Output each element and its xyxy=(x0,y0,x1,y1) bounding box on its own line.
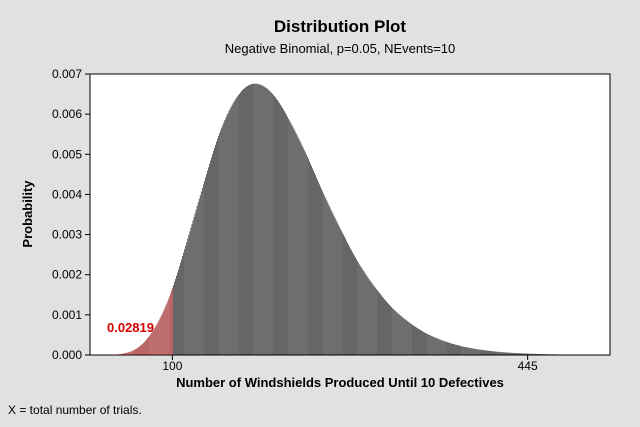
x-tick-label: 445 xyxy=(518,359,538,373)
y-tick-label: 0.000 xyxy=(52,348,82,362)
y-tick-label: 0.003 xyxy=(52,228,82,242)
chart-title: Distribution Plot xyxy=(274,17,407,36)
y-tick-label: 0.007 xyxy=(52,67,82,81)
footnote: X = total number of trials. xyxy=(8,403,142,417)
y-tick-label: 0.006 xyxy=(52,107,82,121)
x-axis-ticks: 100 445 xyxy=(162,355,538,373)
y-tick-label: 0.001 xyxy=(52,308,82,322)
y-tick-label: 0.004 xyxy=(52,187,82,201)
y-tick-label: 0.002 xyxy=(52,268,82,282)
x-axis-label: Number of Windshields Produced Until 10 … xyxy=(176,375,504,390)
shaded-probability-label: 0.02819 xyxy=(107,320,154,335)
chart-subtitle: Negative Binomial, p=0.05, NEvents=10 xyxy=(225,41,456,56)
y-tick-label: 0.005 xyxy=(52,147,82,161)
y-axis-ticks: 0.000 0.001 0.002 0.003 0.004 0.005 0.006 0.007 xyxy=(52,67,90,362)
x-tick-label: 100 xyxy=(162,359,182,373)
bar-group xyxy=(111,83,589,355)
y-axis-label: Probability xyxy=(20,180,35,248)
